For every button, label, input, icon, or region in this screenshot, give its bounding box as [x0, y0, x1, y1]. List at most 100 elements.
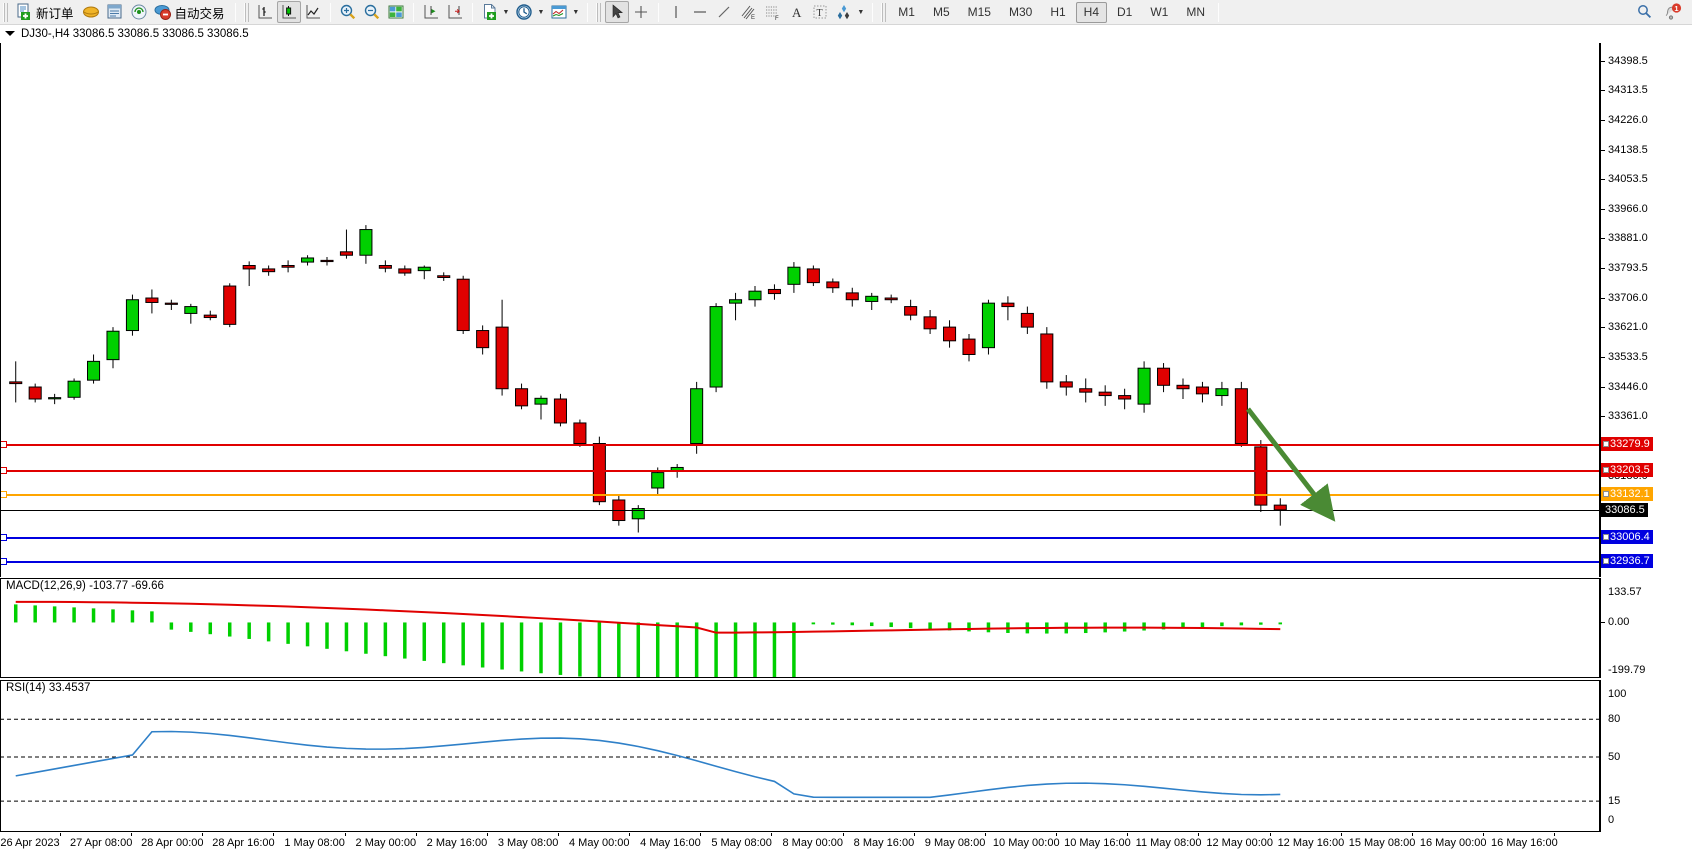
price-tag-current-price[interactable]: 33086.5 [1601, 502, 1648, 517]
macd-tick-label: -199.79 [1608, 664, 1646, 676]
price-tick-label: 34313.5 [1608, 83, 1648, 96]
data-window-button[interactable] [103, 1, 127, 23]
price-line-handle[interactable] [0, 558, 7, 565]
time-tick [1340, 833, 1342, 836]
period-dropdown-arrow[interactable]: ▼ [537, 8, 545, 16]
shapes-button[interactable]: ▼ [832, 1, 867, 23]
toolbar-grip-3[interactable] [596, 2, 604, 22]
price-line-support-2[interactable] [0, 558, 1600, 565]
zoom-out-button[interactable] [360, 1, 384, 23]
auto-scroll-button[interactable] [443, 1, 467, 23]
templates-button[interactable]: ▼ [478, 1, 513, 23]
crosshair-button[interactable] [629, 1, 653, 23]
line-chart-button[interactable] [301, 1, 325, 23]
price-tag-resistance-1[interactable]: 33279.9 [1601, 436, 1653, 451]
price-tag-label: 33086.5 [1605, 503, 1645, 516]
autotrading-button[interactable]: 自动交易 [151, 1, 230, 23]
timeframe-m15[interactable]: M15 [967, 5, 991, 19]
rsi-tick-label: 15 [1608, 795, 1621, 808]
trendline-button[interactable] [712, 1, 736, 23]
timeframe-h1[interactable]: H1 [1050, 5, 1066, 19]
indicators-button[interactable]: ▼ [547, 1, 582, 23]
toolbar-grip-2[interactable] [243, 2, 251, 22]
indicators-dropdown-arrow[interactable]: ▼ [572, 8, 580, 16]
macd-tick-label: 0.00 [1608, 616, 1630, 629]
svg-text:E: E [751, 15, 755, 21]
shapes-dropdown-arrow[interactable]: ▼ [857, 8, 865, 16]
price-tick-label: 33533.5 [1608, 350, 1648, 363]
toolbar-grip-4[interactable] [881, 2, 889, 22]
templates-icon [481, 3, 499, 21]
candlestick-chart-button[interactable] [276, 1, 301, 23]
time-tick [1411, 833, 1413, 836]
notification-bell-icon[interactable]: 1 [1662, 3, 1682, 21]
timeframe-d1[interactable]: D1 [1117, 5, 1133, 19]
timeframe-m30[interactable]: M30 [1008, 5, 1033, 19]
bar-chart-button[interactable] [253, 1, 277, 23]
chart-collapse-icon[interactable] [5, 31, 15, 36]
market-watch-button[interactable] [384, 1, 408, 23]
price-chart-pane[interactable]: 34398.5 34313.5 34226.0 34138.5 34053.5 33966… [0, 43, 1692, 577]
price-axis[interactable]: 34398.5 34313.5 34226.0 34138.5 34053.5 33966… [1600, 43, 1692, 577]
time-tick [629, 833, 631, 836]
time-tick [913, 833, 915, 836]
chart-shift-button[interactable] [419, 1, 443, 23]
period-button[interactable]: ▼ [512, 1, 547, 23]
price-tag-pivot[interactable]: 33132.1 [1601, 487, 1653, 502]
macd-pane[interactable]: MACD(12,26,9) -103.77 -69.66 133.57 0.00 -… [0, 578, 1692, 678]
price-tick [1600, 208, 1605, 210]
equidistant-channel-button[interactable]: E [736, 1, 760, 23]
price-line-resistance-1[interactable] [0, 440, 1600, 448]
templates-dropdown-arrow[interactable]: ▼ [502, 8, 510, 16]
price-line-handle[interactable] [0, 440, 7, 448]
time-axis-label: 16 May 16:00 [1491, 837, 1558, 849]
timeframe-m1[interactable]: M1 [898, 5, 915, 19]
toolbar-separator-8 [1218, 2, 1220, 22]
network-button[interactable] [127, 1, 151, 23]
price-line-support-1[interactable] [0, 534, 1600, 542]
macd-label: MACD(12,26,9) -103.77 -69.66 [6, 580, 164, 592]
timeframe-m5[interactable]: M5 [932, 5, 950, 19]
time-axis-label: 11 May 08:00 [1135, 837, 1202, 849]
price-tag-support-2[interactable]: 32936.7 [1601, 554, 1653, 568]
price-line-handle[interactable] [0, 491, 7, 499]
price-tick-label: 34226.0 [1608, 113, 1648, 126]
zoom-in-button[interactable] [336, 1, 360, 23]
price-line-handle[interactable] [0, 534, 7, 542]
price-line-current-price[interactable] [0, 509, 1600, 511]
timeframe-h4[interactable]: H4 [1075, 1, 1107, 23]
timeframe-group: M1 M5 M15 M30 H1 H4 D1 W1 MN [890, 1, 1213, 23]
expert-advisor-button[interactable] [79, 1, 103, 23]
cursor-button[interactable] [605, 1, 630, 23]
price-tag-resistance-2[interactable]: 33203.5 [1601, 462, 1653, 477]
price-line-pivot[interactable] [0, 491, 1600, 499]
rsi-pane[interactable]: RSI(14) 33.4537 100 80 50 15 0 [0, 680, 1692, 832]
price-tag-support-1[interactable]: 33006.4 [1601, 530, 1653, 545]
candlestick-chart-icon [280, 3, 298, 21]
time-axis-label: 28 Apr 16:00 [212, 837, 275, 849]
price-tag-marker [1603, 491, 1609, 498]
period-icon [515, 3, 533, 21]
equidistant-channel-icon: E [739, 3, 757, 21]
time-axis-label: 5 May 08:00 [711, 837, 772, 849]
new-order-button[interactable]: 新订单 [12, 1, 79, 23]
timeframe-mn[interactable]: MN [1186, 5, 1206, 19]
price-tick [1600, 267, 1605, 269]
horizontal-line-button[interactable] [688, 1, 712, 23]
text-button[interactable]: A [784, 1, 808, 23]
text-icon: A [787, 3, 805, 21]
text-label-button[interactable]: T [808, 1, 832, 23]
autotrading-label: 自动交易 [174, 6, 225, 21]
toolbar-grip[interactable] [3, 2, 10, 22]
time-axis-label: 27 Apr 08:00 [69, 837, 133, 849]
fibonacci-button[interactable]: F [760, 1, 784, 23]
price-line-handle[interactable] [0, 466, 7, 474]
time-axis[interactable]: 26 Apr 2023 27 Apr 08:00 28 Apr 00:00 28 Ap… [0, 833, 1692, 855]
chart-shift-icon [422, 3, 440, 21]
timeframe-w1[interactable]: W1 [1150, 5, 1169, 19]
price-line-resistance-2[interactable] [0, 466, 1600, 474]
price-tick-label: 33446.0 [1608, 380, 1648, 393]
search-icon[interactable] [1636, 3, 1654, 21]
price-tick [1600, 386, 1605, 388]
vertical-line-button[interactable] [664, 1, 688, 23]
